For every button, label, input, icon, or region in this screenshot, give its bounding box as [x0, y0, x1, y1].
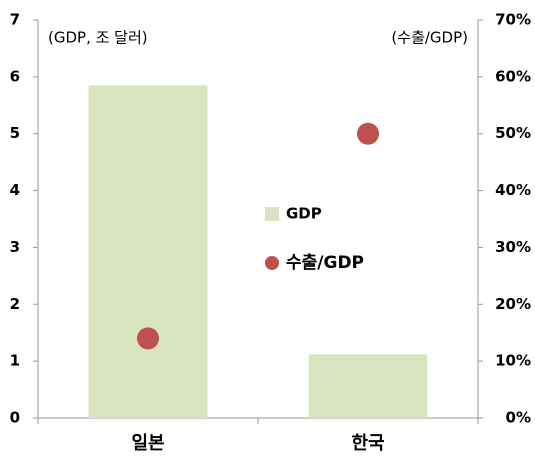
y2-tick-label: 0% — [506, 409, 531, 427]
y-axis-label: (GDP, 조 달러) — [48, 29, 148, 47]
y2-tick-label: 60% — [495, 67, 531, 85]
y-tick-label: 3 — [10, 238, 20, 256]
y-tick-label: 7 — [10, 11, 20, 29]
point — [137, 327, 159, 350]
y2-tick-label: 70% — [495, 11, 531, 29]
y2-tick-label: 30% — [495, 238, 531, 256]
legend-swatch — [265, 207, 279, 221]
x-tick-label: 일본 — [131, 433, 164, 454]
y-tick-label: 6 — [10, 67, 20, 85]
legend-swatch — [265, 256, 279, 270]
y2-tick-label: 10% — [495, 352, 531, 370]
bar — [308, 354, 428, 418]
y2-tick-label: 20% — [495, 295, 531, 313]
bar — [88, 85, 208, 418]
x-tick-label: 한국 — [351, 433, 384, 454]
point — [357, 122, 379, 145]
y2-axis-label: (수출/GDP) — [391, 29, 468, 47]
y-tick-label: 4 — [10, 181, 20, 199]
legend-label: 수출/GDP — [286, 253, 364, 273]
legend-label: GDP — [286, 205, 322, 223]
y-tick-label: 1 — [10, 352, 20, 370]
y-tick-label: 0 — [10, 409, 20, 427]
y-tick-label: 5 — [10, 124, 20, 142]
y2-tick-label: 40% — [495, 181, 531, 199]
y-tick-label: 2 — [10, 295, 20, 313]
y2-tick-label: 50% — [495, 124, 531, 142]
